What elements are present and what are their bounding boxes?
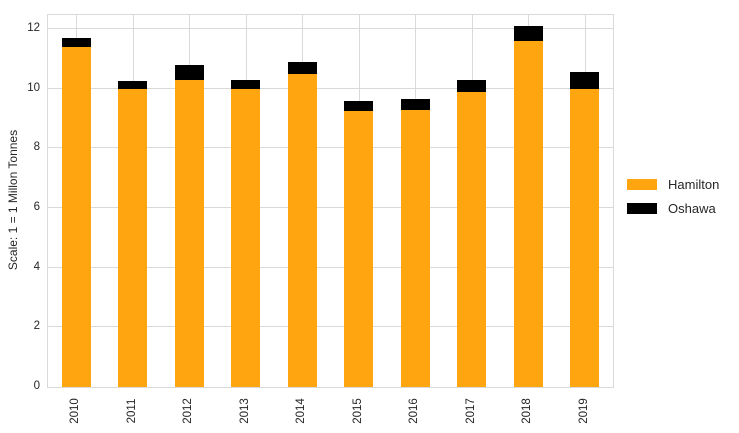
bar-2013-oshawa bbox=[231, 79, 261, 89]
hamilton-color-swatch bbox=[627, 179, 657, 190]
bar-2012-oshawa bbox=[174, 64, 204, 80]
bar-2017-oshawa bbox=[457, 79, 487, 92]
bar-2019-hamilton bbox=[570, 88, 600, 387]
bar-2015-oshawa bbox=[344, 100, 374, 112]
legend-item-oshawa: Oshawa bbox=[627, 201, 719, 216]
x-tick-label-2013: 2013 bbox=[238, 398, 251, 424]
y-tick-label-6: 6 bbox=[33, 201, 40, 213]
bar-2010-hamilton bbox=[61, 46, 91, 387]
y-tick-label-4: 4 bbox=[33, 260, 40, 273]
bar-2012-hamilton bbox=[174, 79, 204, 387]
bar-2011-hamilton bbox=[118, 88, 148, 387]
gridline-horizontal-10 bbox=[48, 87, 613, 89]
gridline-horizontal-4 bbox=[48, 266, 613, 268]
legend-item-hamilton: Hamilton bbox=[627, 177, 719, 192]
bar-2018-hamilton bbox=[513, 40, 543, 387]
legend-label-hamilton: Hamilton bbox=[668, 177, 720, 192]
x-tick-label-2017: 2017 bbox=[464, 398, 477, 424]
plot-area bbox=[47, 14, 614, 388]
legend-label-oshawa: Oshawa bbox=[668, 201, 716, 216]
bar-2011-oshawa bbox=[118, 81, 148, 89]
oshawa-color-swatch bbox=[627, 203, 657, 214]
bar-2018-oshawa bbox=[513, 26, 543, 41]
bar-2019-oshawa bbox=[570, 72, 600, 89]
bar-2014-oshawa bbox=[287, 61, 317, 74]
x-tick-label-2016: 2016 bbox=[408, 398, 421, 424]
gridline-horizontal-2 bbox=[48, 326, 613, 328]
x-tick-label-2015: 2015 bbox=[351, 398, 364, 424]
y-tick-label-8: 8 bbox=[33, 141, 40, 154]
bar-2016-oshawa bbox=[400, 99, 430, 110]
x-tick-label-2018: 2018 bbox=[521, 398, 534, 424]
y-tick-label-12: 12 bbox=[27, 22, 40, 35]
bar-2014-hamilton bbox=[287, 73, 317, 387]
bar-2013-hamilton bbox=[231, 88, 261, 387]
gridline-horizontal-12 bbox=[48, 28, 613, 30]
gridline-horizontal-6 bbox=[48, 207, 613, 209]
bar-2015-hamilton bbox=[344, 111, 374, 387]
legend: Hamilton Oshawa bbox=[627, 177, 719, 225]
y-tick-label-0: 0 bbox=[33, 380, 40, 392]
bar-2010-oshawa bbox=[61, 37, 91, 47]
x-tick-label-2012: 2012 bbox=[182, 398, 195, 424]
x-tick-label-2010: 2010 bbox=[69, 398, 82, 424]
bar-2017-hamilton bbox=[457, 91, 487, 387]
x-tick-label-2014: 2014 bbox=[295, 398, 308, 424]
x-tick-label-2011: 2011 bbox=[125, 398, 138, 424]
bar-2016-hamilton bbox=[400, 109, 430, 387]
y-tick-label-2: 2 bbox=[33, 320, 40, 333]
gridline-horizontal-8 bbox=[48, 147, 613, 149]
x-tick-label-2019: 2019 bbox=[577, 398, 590, 424]
y-tick-label-10: 10 bbox=[27, 81, 40, 94]
